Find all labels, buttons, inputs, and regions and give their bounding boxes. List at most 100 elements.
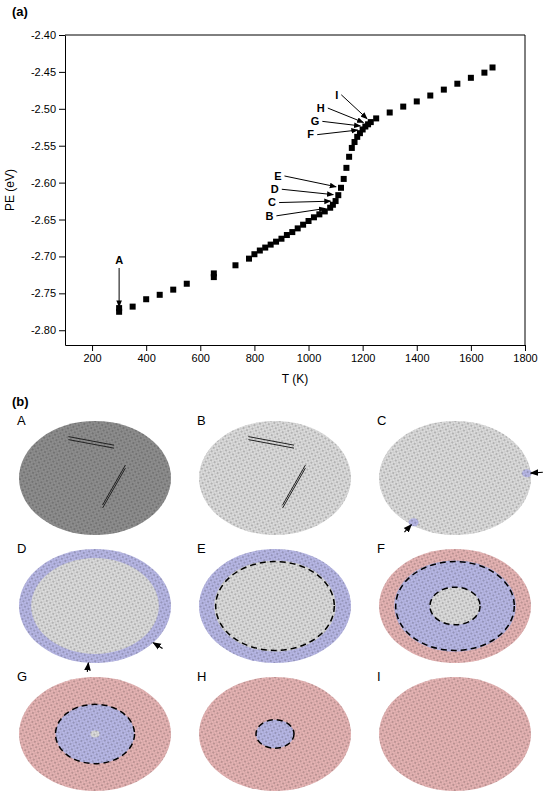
data-point — [343, 165, 349, 171]
x-tick: 600 — [192, 345, 210, 364]
data-point — [211, 270, 217, 276]
plot-area — [116, 64, 495, 314]
y-tick-mark — [59, 330, 65, 331]
data-point — [414, 98, 420, 104]
frame-top — [65, 35, 525, 36]
data-point — [143, 296, 149, 302]
y-axis: -2.80-2.75-2.70-2.65-2.60-2.55-2.50-2.45… — [31, 29, 66, 345]
y-tick-mark — [59, 72, 65, 73]
snapshot — [19, 421, 171, 535]
y-tick-mark — [59, 256, 65, 257]
data-point — [341, 176, 347, 182]
data-point — [373, 115, 379, 121]
interface-boundary — [55, 704, 134, 763]
phase-region — [199, 549, 351, 663]
data-point — [257, 248, 263, 254]
data-point — [427, 93, 433, 99]
y-tick-label: -2.65 — [31, 214, 56, 226]
defect-line — [68, 440, 114, 449]
panel-label: (b) — [12, 394, 29, 409]
pointer-arrow — [87, 663, 88, 672]
phase-region — [379, 549, 531, 663]
y-tick-mark — [59, 109, 65, 110]
snapshot-label: G — [17, 669, 27, 684]
atom-texture — [379, 549, 531, 663]
data-point — [311, 214, 317, 220]
annotation-label: G — [311, 115, 320, 127]
snapshot — [379, 549, 531, 663]
snapshot — [199, 421, 351, 535]
annotation-label: F — [307, 128, 314, 140]
data-point — [333, 198, 339, 204]
interface-boundary — [430, 587, 480, 625]
y-tick-label: -2.70 — [31, 250, 56, 262]
x-tick-mark — [200, 345, 201, 351]
y-tick-label: -2.50 — [31, 103, 56, 115]
annotation-arrow — [341, 95, 367, 119]
annotation-arrow — [276, 208, 325, 215]
x-tick: 1400 — [405, 345, 429, 364]
figure: (a)20040060080010001200140016001800-2.80… — [0, 0, 547, 804]
y-tick-mark — [59, 293, 65, 294]
atom-texture — [19, 549, 171, 663]
data-point — [468, 75, 474, 81]
x-tick: 1000 — [297, 345, 321, 364]
phase-region — [199, 677, 351, 791]
y-tick: -2.40 — [31, 29, 65, 41]
data-point — [349, 145, 355, 151]
annotation-arrow — [282, 189, 334, 194]
snapshot-label: D — [17, 541, 26, 556]
y-tick-mark — [59, 220, 65, 221]
snapshot-label: A — [17, 413, 26, 428]
y-tick: -2.75 — [31, 287, 65, 299]
x-tick-mark — [92, 345, 93, 351]
data-point — [300, 222, 306, 228]
pointer-arrow — [153, 643, 162, 649]
data-point — [368, 119, 374, 125]
data-point — [352, 139, 358, 145]
x-tick-mark — [254, 345, 255, 351]
phase-region — [379, 677, 531, 791]
phase-region — [19, 549, 171, 663]
x-tick-label: 1000 — [297, 352, 321, 364]
x-axis: 20040060080010001200140016001800 — [66, 345, 538, 364]
annotation-arrow — [284, 176, 336, 187]
y-tick-label: -2.60 — [31, 177, 56, 189]
x-tick-mark — [363, 345, 364, 351]
y-axis-line — [65, 36, 66, 346]
y-tick-label: -2.45 — [31, 66, 56, 78]
defect-line — [283, 468, 306, 508]
data-point — [262, 245, 268, 251]
y-tick: -2.60 — [31, 177, 65, 189]
x-tick-label: 1400 — [405, 352, 429, 364]
data-point — [316, 211, 322, 217]
data-point — [346, 154, 352, 160]
data-point — [232, 262, 238, 268]
atom-texture — [199, 549, 351, 663]
annotation-label: D — [271, 183, 279, 195]
defect-line — [283, 465, 306, 505]
data-point — [273, 239, 279, 245]
annotation-arrow — [317, 130, 357, 135]
x-tick-label: 1200 — [351, 352, 375, 364]
phase-region — [199, 421, 351, 535]
panel-label: (a) — [12, 4, 28, 19]
y-tick-mark — [59, 183, 65, 184]
x-tick: 200 — [83, 345, 101, 364]
atom-texture — [19, 421, 171, 535]
snapshot — [19, 549, 171, 672]
annotations: ABCDEFGHI — [115, 89, 367, 307]
data-point — [184, 281, 190, 287]
data-point — [130, 304, 136, 310]
atom-texture — [199, 421, 351, 535]
data-point — [295, 225, 301, 231]
x-tick: 1600 — [459, 345, 483, 364]
x-tick: 1800 — [513, 345, 537, 364]
data-point — [338, 185, 344, 191]
x-tick-label: 800 — [246, 352, 264, 364]
x-tick-mark — [471, 345, 472, 351]
x-tick-mark — [309, 345, 310, 351]
frame-right — [525, 35, 526, 345]
snapshot-label: F — [377, 541, 385, 556]
y-tick-mark — [59, 146, 65, 147]
